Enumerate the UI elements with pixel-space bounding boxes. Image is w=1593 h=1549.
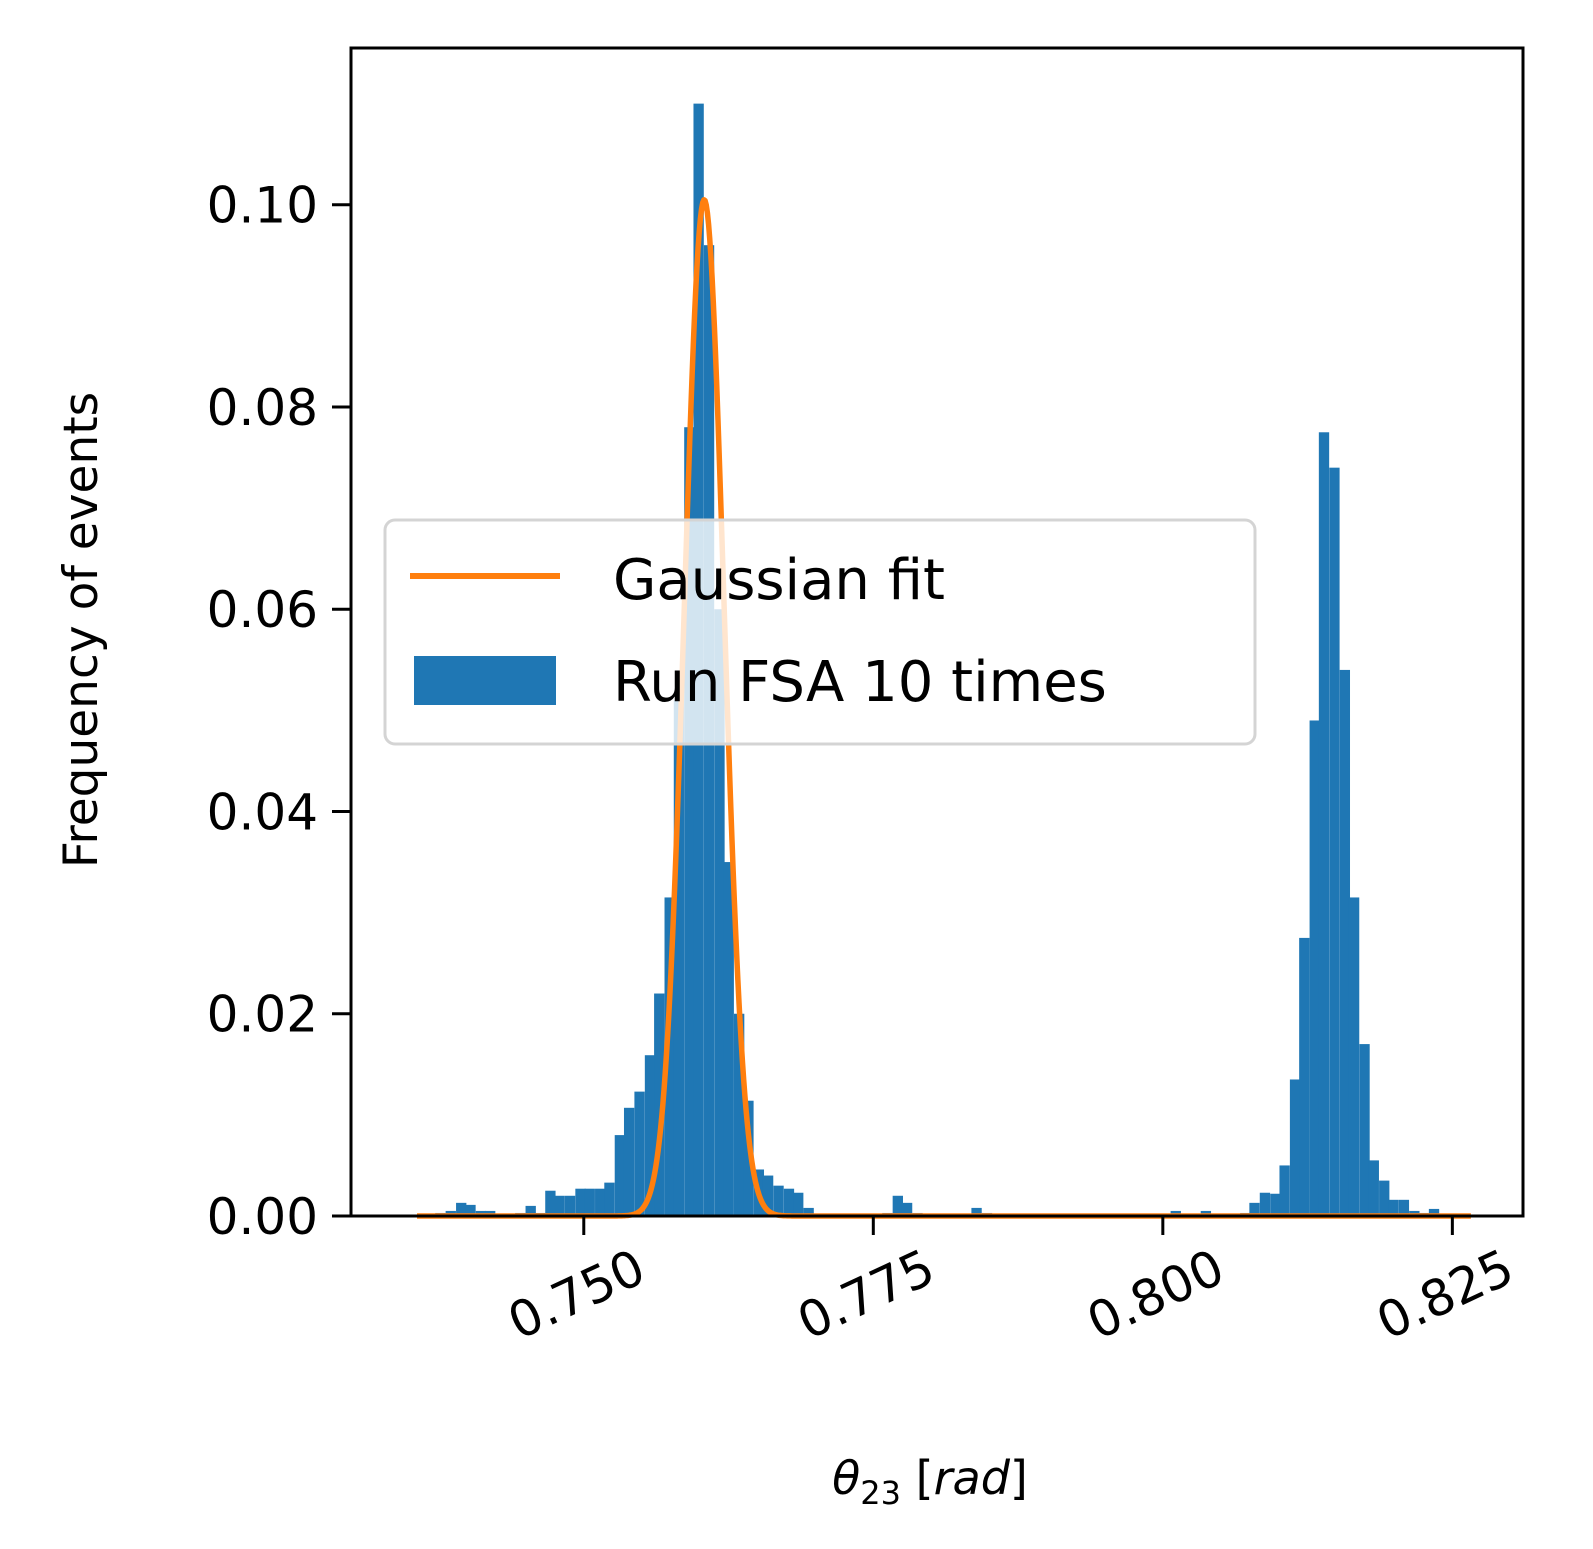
- histogram-bar: [623, 1107, 635, 1216]
- histogram-bar: [1329, 467, 1340, 1216]
- plot-frame: [349, 46, 1525, 1218]
- histogram-bar: [734, 1013, 745, 1216]
- histogram-bar: [584, 1188, 595, 1216]
- histogram-bar: [1289, 1079, 1301, 1216]
- histogram-bar: [684, 427, 695, 1217]
- x-tick-label: 0.825: [1368, 1238, 1522, 1351]
- histogram-bar: [901, 1202, 913, 1216]
- histogram-bar: [1398, 1199, 1410, 1216]
- y-tick-label: 0.00: [207, 1188, 318, 1246]
- x-axis-label: θ23 [rad]: [832, 1451, 1028, 1512]
- histogram-bar: [803, 1207, 814, 1216]
- histogram-bar: [564, 1195, 576, 1216]
- y-tick-label: 0.04: [207, 783, 318, 841]
- y-axis-label: Frequency of events: [54, 392, 109, 868]
- histogram-bar: [554, 1195, 565, 1216]
- y-axis-ticks: 0.00 0.02 0.04 0.06 0.08 0.10: [207, 177, 351, 1246]
- histogram-bar: [1388, 1199, 1399, 1216]
- histogram-bar: [714, 609, 725, 1216]
- x-axis-label-bracket-close: ]: [1010, 1451, 1028, 1505]
- histogram-bar: [783, 1188, 795, 1216]
- histogram-bar: [525, 1205, 536, 1216]
- histogram-bar: [575, 1188, 586, 1216]
- histogram-bar: [762, 1175, 774, 1216]
- histogram-bar: [545, 1190, 556, 1216]
- legend: Gaussian fit Run FSA 10 times: [383, 518, 1257, 746]
- x-axis-ticks: 0.750 0.775 0.800 0.825: [499, 1216, 1522, 1351]
- histogram-bar: [1428, 1208, 1440, 1216]
- histogram-bar: [723, 862, 734, 1216]
- y-tick-label: 0.08: [207, 379, 318, 437]
- legend-label-gaussian-fit: Gaussian fit: [613, 548, 945, 613]
- histogram-bar: [1309, 720, 1320, 1216]
- x-axis-label-unit: rad: [934, 1451, 1011, 1505]
- legend-label-run-fsa: Run FSA 10 times: [613, 650, 1107, 715]
- histogram-bar: [595, 1188, 606, 1216]
- histogram-bar: [604, 1182, 615, 1216]
- legend-swatch-run-fsa: [414, 656, 556, 705]
- histogram-bar: [743, 1100, 754, 1216]
- histogram-bar: [1359, 1044, 1370, 1216]
- y-tick-label: 0.06: [207, 581, 318, 639]
- y-tick-label: 0.10: [207, 177, 318, 235]
- histogram-bar: [793, 1192, 804, 1216]
- histogram-bar: [1368, 1160, 1379, 1216]
- x-axis-label-subscript: 23: [860, 1474, 901, 1512]
- histogram-bar: [1339, 669, 1351, 1216]
- histogram-bar: [664, 897, 675, 1216]
- histogram-bar: [465, 1204, 476, 1216]
- x-axis-label-bracket-open: [: [901, 1451, 934, 1505]
- legend-box: [383, 518, 1257, 746]
- x-tick-label: 0.800: [1079, 1238, 1233, 1351]
- histogram-bar: [1259, 1192, 1271, 1216]
- histogram-bar: [1318, 432, 1330, 1216]
- histogram-bar: [773, 1185, 784, 1216]
- histogram-bar: [456, 1202, 467, 1216]
- histogram-bar: [1299, 937, 1310, 1216]
- histogram-bar: [1379, 1180, 1390, 1216]
- histogram-bar: [634, 1091, 645, 1216]
- y-tick-label: 0.02: [207, 986, 318, 1044]
- histogram-bar: [1348, 897, 1360, 1216]
- histogram-bar: [673, 700, 685, 1216]
- histogram-bar: [654, 993, 665, 1216]
- histogram-bar: [1270, 1193, 1281, 1216]
- x-tick-label: 0.750: [499, 1238, 653, 1351]
- histogram-bar: [644, 1055, 656, 1216]
- histogram-bar: [1249, 1202, 1260, 1216]
- histogram-bar: [1279, 1165, 1290, 1216]
- x-tick-label: 0.775: [789, 1238, 943, 1351]
- x-axis-label-symbol: θ: [832, 1451, 860, 1505]
- histogram-bar: [892, 1195, 903, 1216]
- histogram-bar: [971, 1207, 982, 1216]
- histogram-bar: [614, 1135, 626, 1216]
